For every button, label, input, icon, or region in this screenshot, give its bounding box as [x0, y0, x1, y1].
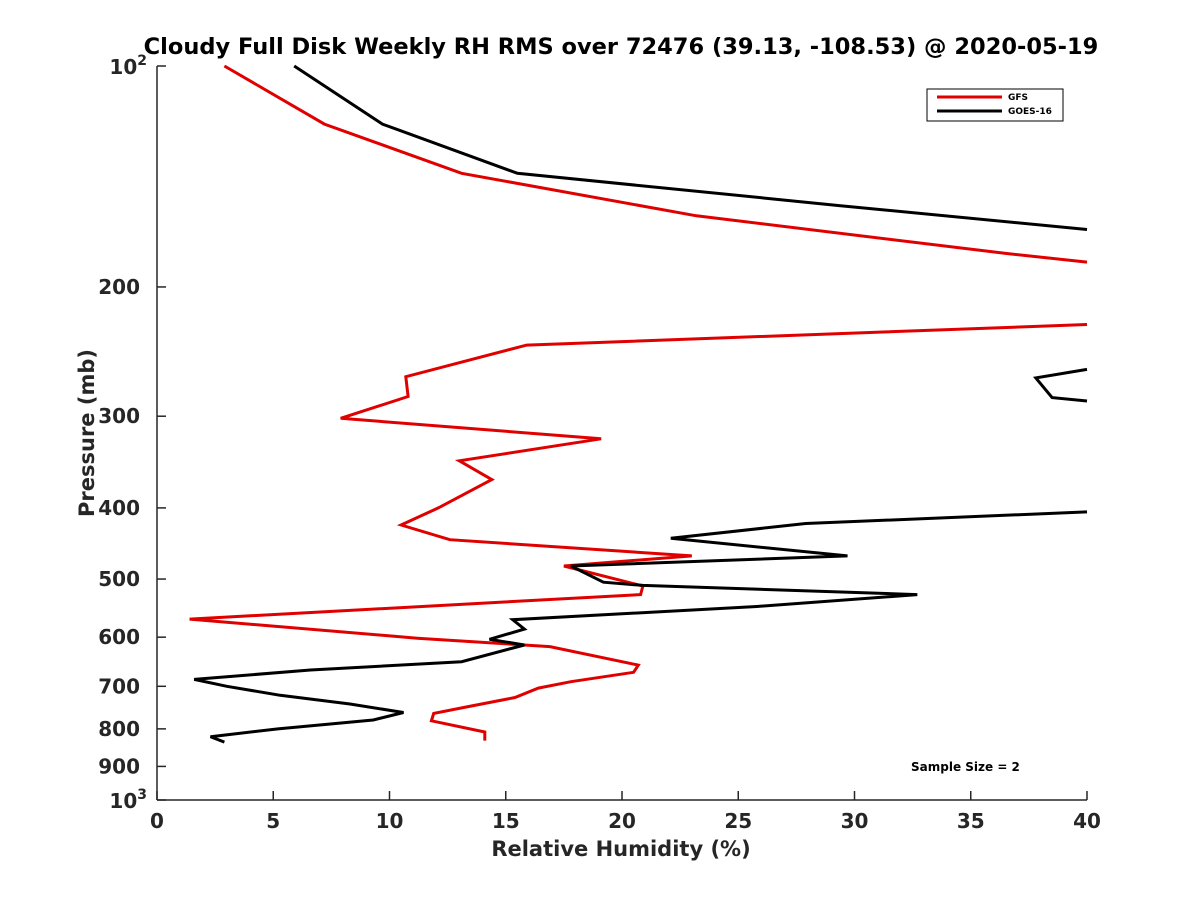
x-tick-label: 15: [492, 809, 520, 833]
legend-box: [926, 88, 1064, 122]
series-layer: [189, 64, 1088, 744]
y-tick-label: 600: [98, 625, 140, 649]
series-line-goes16-segment-1: [293, 64, 1088, 231]
x-tick-label: 35: [957, 809, 985, 833]
x-tick-label: 25: [724, 809, 752, 833]
x-ticks: 0 5 10 15 20 25 30 35 40: [150, 791, 1101, 833]
legend-label-gfs: GFS: [1008, 93, 1028, 103]
x-tick-label: 5: [266, 809, 280, 833]
y-axis-label: Pressure (mb): [75, 349, 99, 517]
y-ticks: 102 200 300 400 500 600 700 800 900 103: [98, 53, 166, 813]
plot-area: 0 5 10 15 20 25 30 35 40 102 200 300 400 500 600 700 80…: [98, 53, 1101, 833]
plot-background: [157, 66, 1087, 800]
y-tick-label: 800: [98, 717, 140, 741]
x-tick-label: 0: [150, 809, 164, 833]
y-tick-label: 400: [98, 496, 140, 520]
y-tick-label: 300: [98, 404, 140, 428]
y-tick-label: 103: [109, 787, 147, 813]
x-tick-label: 20: [608, 809, 636, 833]
series-line-gfs-segment-2: [189, 323, 1088, 741]
x-tick-label: 40: [1073, 809, 1101, 833]
series-line-goes16-segment-3: [193, 510, 1088, 744]
y-tick-label: 102: [109, 53, 147, 79]
legend: GFS GOES-16: [926, 88, 1064, 122]
y-tick-label: 200: [98, 275, 140, 299]
series-line-gfs-segment-1: [223, 64, 1088, 264]
x-tick-label: 30: [841, 809, 869, 833]
y-tick-label: 900: [98, 754, 140, 778]
y-tick-label: 700: [98, 674, 140, 698]
sample-size-annotation: Sample Size = 2: [911, 760, 1020, 774]
chart-title: Cloudy Full Disk Weekly RH RMS over 7247…: [144, 34, 1099, 60]
x-tick-label: 10: [376, 809, 404, 833]
x-axis-label: Relative Humidity (%): [491, 837, 750, 861]
legend-label-goes16: GOES-16: [1008, 107, 1052, 117]
series-line-goes16-segment-2: [1032, 367, 1088, 403]
y-tick-label: 500: [98, 567, 140, 591]
